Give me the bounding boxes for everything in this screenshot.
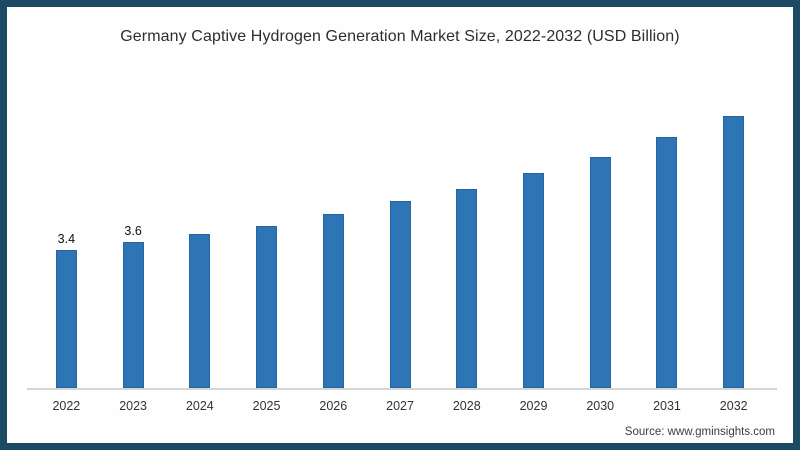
bar-column	[500, 155, 567, 388]
bar-column	[700, 98, 767, 388]
bar	[256, 226, 278, 388]
bar-value-label: 3.6	[124, 224, 142, 238]
bar	[322, 214, 344, 388]
x-axis-label: 2031	[653, 399, 681, 413]
x-axis-label: 2030	[586, 399, 615, 413]
bar	[55, 250, 77, 388]
bar-column	[166, 216, 233, 388]
x-axis-label: 2032	[719, 399, 748, 413]
bar	[723, 116, 745, 388]
bar-column: 3.6	[100, 224, 167, 388]
source-text: Source: www.gminsights.com	[624, 426, 775, 438]
x-axis-label: 2023	[119, 399, 147, 413]
bar-value-label: 3.4	[57, 232, 76, 246]
x-axis-line	[27, 388, 777, 390]
x-axis-label: 2024	[185, 399, 214, 413]
x-axis-label: 2029	[519, 399, 548, 413]
x-axis-label: 2025	[252, 399, 281, 413]
x-axis-labels: 2022 2023 2024 2025 2026 2027 2028 2029 2030 2031…	[7, 399, 793, 413]
bar	[189, 234, 211, 388]
bar-column	[300, 196, 367, 388]
bar-column: 3.4	[33, 232, 100, 388]
x-axis-label: 2028	[452, 399, 481, 413]
x-axis-label: 2026	[319, 399, 348, 413]
bar-column	[433, 171, 500, 388]
chart-title: Germany Captive Hydrogen Generation Mark…	[120, 28, 680, 45]
bar	[389, 201, 411, 388]
bars-area: 3.4 3.6	[7, 48, 793, 388]
bar-column	[233, 208, 300, 388]
bar-column	[367, 183, 434, 388]
bar	[523, 173, 544, 388]
x-axis-label: 2022	[52, 399, 81, 413]
x-axis-label: 2027	[386, 399, 414, 413]
bar	[122, 242, 144, 388]
bar	[656, 137, 678, 388]
bar-column	[634, 119, 701, 388]
bar	[589, 157, 611, 388]
bar-column	[567, 139, 634, 388]
bar	[456, 189, 478, 388]
